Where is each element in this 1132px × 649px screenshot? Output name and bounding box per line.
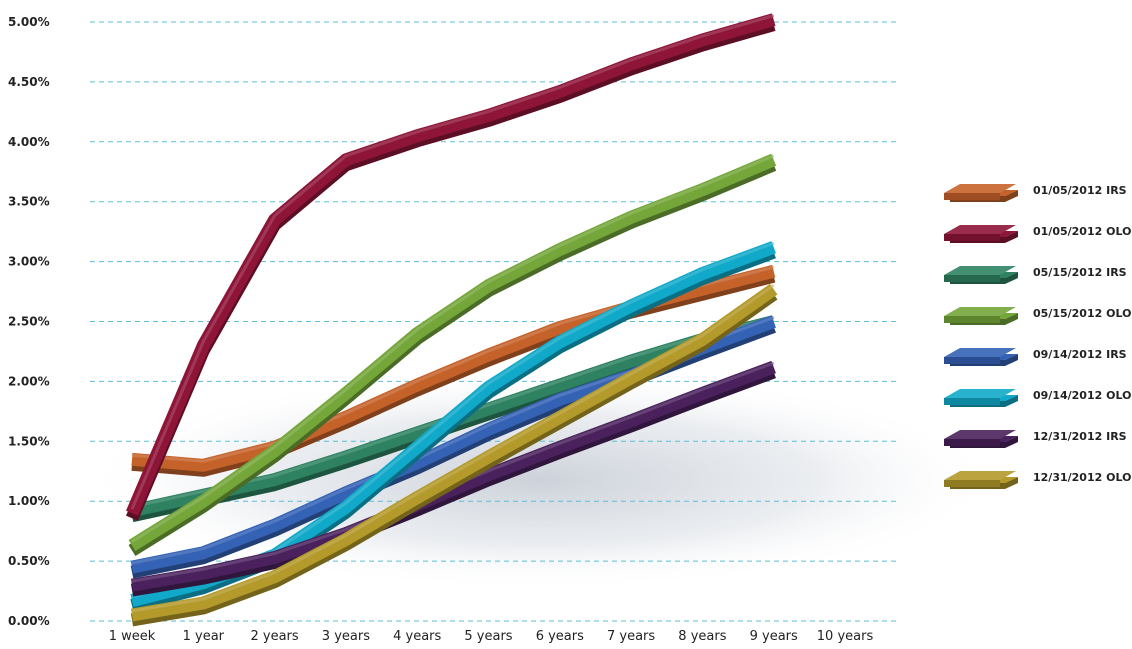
x-tick-label: 2 years <box>251 629 299 644</box>
x-axis-ticks: 1 week 1 year 2 years 3 years 4 years 5 years… <box>109 629 874 644</box>
y-tick-label: 2.00% <box>8 374 50 388</box>
legend-item: 12/31/2012 OLO <box>944 471 1131 489</box>
legend-swatch-front <box>944 193 1000 200</box>
legend-label: 05/15/2012 OLO <box>1033 307 1131 320</box>
y-tick-label: 0.50% <box>8 554 50 568</box>
series-line <box>128 153 777 557</box>
legend-swatch-top <box>944 348 1016 357</box>
y-tick-label: 5.00% <box>8 15 50 29</box>
x-tick-label: 3 years <box>322 629 370 644</box>
legend-swatch-top <box>944 266 1016 275</box>
series-line-face <box>126 13 776 516</box>
series-line-face <box>130 283 778 622</box>
legend-swatch-front <box>944 275 1000 282</box>
x-tick-label: 9 years <box>750 629 798 644</box>
legend-item: 09/14/2012 IRS <box>944 348 1127 366</box>
x-tick-label: 1 week <box>109 629 156 644</box>
legend-label: 09/14/2012 OLO <box>1033 389 1131 402</box>
series-line-face <box>128 153 777 552</box>
legend-label: 01/05/2012 IRS <box>1033 184 1127 197</box>
legend-label: 05/15/2012 IRS <box>1033 266 1127 279</box>
legend-swatch-front <box>944 398 1000 405</box>
y-tick-label: 3.50% <box>8 195 50 209</box>
series-line-face <box>130 360 776 592</box>
x-tick-label: 7 years <box>607 629 655 644</box>
y-tick-label: 1.50% <box>8 434 50 448</box>
legend-swatch-top <box>944 307 1016 316</box>
x-tick-label: 5 years <box>464 629 512 644</box>
series-lines <box>126 13 778 627</box>
legend-label: 09/14/2012 IRS <box>1033 348 1127 361</box>
legend-swatch-front <box>944 480 1000 487</box>
series-line <box>126 13 776 521</box>
legend-item: 09/14/2012 OLO <box>944 389 1131 407</box>
legend-item: 12/31/2012 IRS <box>944 430 1127 448</box>
x-tick-label: 4 years <box>393 629 441 644</box>
legend-label: 12/31/2012 IRS <box>1033 430 1127 443</box>
legend-item: 01/05/2012 OLO <box>944 225 1131 243</box>
legend-swatch-front <box>944 357 1000 364</box>
legend-item: 05/15/2012 OLO <box>944 307 1131 325</box>
legend: 01/05/2012 IRS 01/05/2012 OLO 05/15/2012 I… <box>944 184 1131 489</box>
legend-swatch-top <box>944 389 1016 398</box>
x-tick-label: 8 years <box>678 629 726 644</box>
y-axis-ticks: 0.00% 0.50% 1.00% 1.50% 2.00% 2.50% 3.00% 3.50%… <box>8 15 50 628</box>
y-tick-label: 3.00% <box>8 255 50 269</box>
legend-label: 01/05/2012 OLO <box>1033 225 1131 238</box>
legend-swatch-top <box>944 225 1016 234</box>
y-tick-label: 4.00% <box>8 135 50 149</box>
x-tick-label: 1 year <box>183 629 225 644</box>
x-tick-label: 6 years <box>536 629 584 644</box>
legend-swatch-front <box>944 439 1000 446</box>
legend-item: 01/05/2012 IRS <box>944 184 1127 202</box>
legend-swatch-front <box>944 316 1000 323</box>
legend-label: 12/31/2012 OLO <box>1033 471 1131 484</box>
series-line <box>130 283 778 627</box>
y-tick-label: 1.00% <box>8 494 50 508</box>
legend-swatch-top <box>944 471 1016 480</box>
series-line-highlight <box>130 14 775 510</box>
legend-item: 05/15/2012 IRS <box>944 266 1127 284</box>
y-tick-label: 4.50% <box>8 75 50 89</box>
legend-swatch-top <box>944 184 1016 193</box>
y-tick-label: 0.00% <box>8 614 50 628</box>
series-line-highlight <box>131 154 775 543</box>
y-tick-label: 2.50% <box>8 315 50 329</box>
series-line-highlight <box>131 283 775 613</box>
legend-swatch-top <box>944 430 1016 439</box>
legend-swatch-front <box>944 234 1000 241</box>
x-tick-label: 10 years <box>817 629 874 644</box>
